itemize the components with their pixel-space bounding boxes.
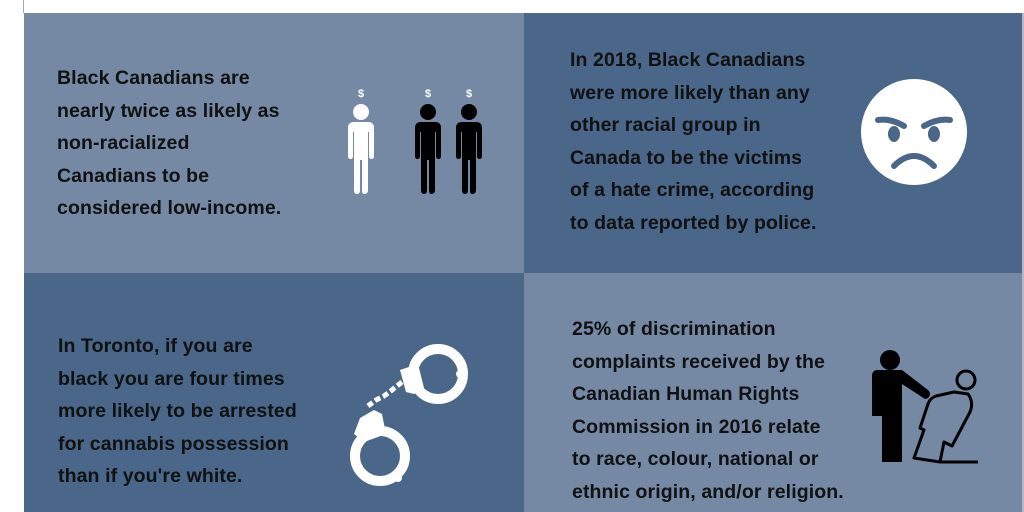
fact-panel-discrimination-complaints — [524, 273, 1022, 512]
frame-border — [1022, 13, 1024, 512]
text-line: to data reported by police. — [570, 211, 817, 234]
text-line: In 2018, Black Canadians — [570, 49, 806, 71]
text-line: more likely to be arrested — [58, 400, 297, 423]
text-line: than if you're white. — [58, 465, 243, 488]
fact-panel-cannabis-arrests — [24, 273, 524, 512]
text-line: ethnic origin, and/or religion. — [572, 480, 844, 503]
discrimination-push-icon — [872, 350, 978, 464]
handcuffs-icon — [350, 344, 468, 486]
fact-text-cannabis-arrests: In Toronto, if you are black you are fou… — [58, 330, 297, 493]
svg-text:$: $ — [466, 88, 472, 100]
fact-text-hate-crime: In 2018, Black Canadians were more likel… — [570, 44, 817, 240]
frame-border — [23, 0, 24, 13]
text-line: non-racialized — [57, 132, 190, 155]
svg-text:$: $ — [425, 88, 431, 100]
text-line: Canada to be the victims — [570, 146, 803, 169]
text-line: Commission in 2016 relate — [572, 415, 821, 438]
text-line: for cannabis possession — [58, 432, 289, 455]
text-line: to race, colour, national or — [572, 448, 819, 471]
text-line: Canadian Human Rights — [572, 383, 800, 406]
text-line: of a hate crime, according — [570, 179, 815, 202]
text-line: In Toronto, if you are — [58, 335, 253, 357]
people-income-icon: $ $ $ — [348, 88, 482, 194]
svg-text:$: $ — [358, 88, 364, 100]
text-line: nearly twice as likely as — [57, 99, 280, 122]
text-line: other racial group in — [570, 114, 761, 137]
angry-face-icon — [861, 79, 967, 185]
text-line: Canadians to be — [57, 164, 210, 187]
text-line: were more likely than any — [570, 81, 810, 104]
text-line: complaints received by the — [572, 350, 825, 373]
text-line: Black Canadians are — [57, 67, 250, 89]
fact-text-discrimination-complaints: 25% of discrimination complaints receive… — [572, 313, 844, 509]
text-line: 25% of discrimination — [572, 318, 776, 340]
text-line: considered low-income. — [57, 197, 282, 220]
fact-text-low-income: Black Canadians are nearly twice as like… — [57, 62, 281, 225]
text-line: black you are four times — [58, 367, 285, 390]
